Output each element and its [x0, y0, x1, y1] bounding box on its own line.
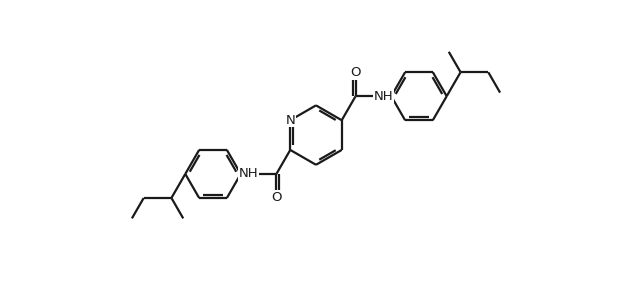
Text: N: N: [285, 114, 295, 127]
Text: NH: NH: [239, 167, 259, 181]
Text: O: O: [271, 191, 281, 204]
Text: NH: NH: [374, 90, 393, 103]
Text: O: O: [350, 66, 361, 79]
